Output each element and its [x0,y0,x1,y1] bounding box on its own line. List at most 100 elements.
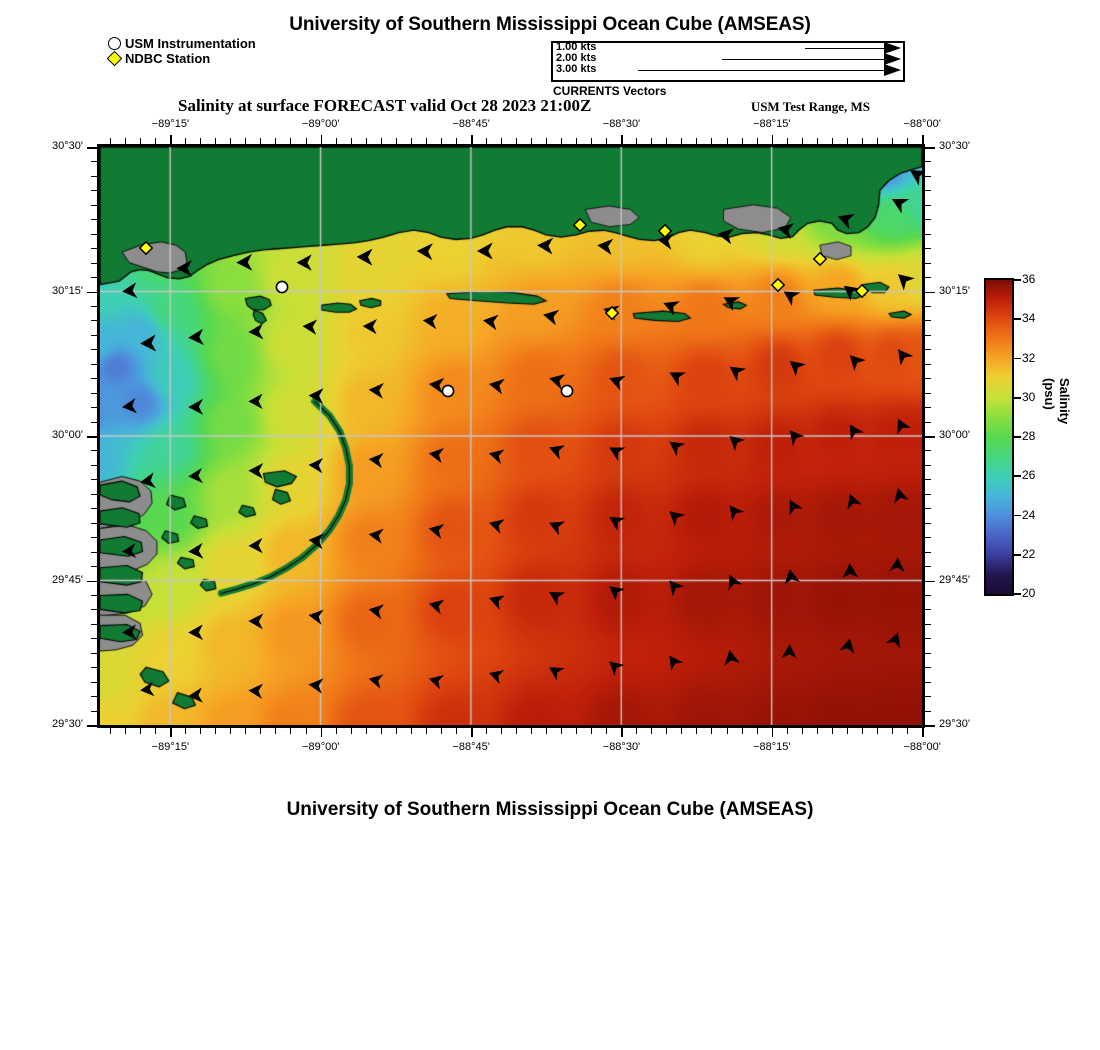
lat-minor-tick [925,305,931,307]
current-vector-arrow [839,638,855,654]
subtitle-row: Salinity at surface FORECAST valid Oct 2… [100,96,870,116]
legend-item-usm: USM Instrumentation [108,36,256,51]
ndbc-station-marker[interactable] [812,251,828,267]
current-vector-arrow [669,441,686,457]
current-vector-arrow [488,449,505,465]
current-vector-arrow [248,323,264,340]
current-vector-arrow [176,259,193,277]
current-vector-arrow [543,309,560,326]
current-vector-arrow [847,493,862,510]
lat-minor-tick [925,652,931,654]
current-vector-arrow [488,519,505,534]
lon-minor-tick [786,728,788,734]
lon-major-tick [320,728,323,737]
legend-label-ndbc: NDBC Station [125,51,211,66]
lon-minor-tick [290,728,292,734]
colorbar-tick [1012,475,1021,478]
usm-instrumentation-marker[interactable] [441,384,455,398]
lat-minor-tick [925,175,931,177]
lon-minor-tick [455,728,457,734]
current-vector-arrow [356,248,373,266]
usm-instrumentation-marker[interactable] [560,384,574,398]
lon-minor-tick [861,728,863,734]
lat-minor-tick [925,464,931,466]
lon-tick-label: −88°30' [602,741,641,753]
current-vector-arrow [789,360,807,377]
lon-major-tick [470,135,473,144]
lat-tick-label: 29°30' [52,718,83,730]
current-vector-arrow [777,223,795,240]
vector-legend-row: 2.00 kts [553,53,903,65]
current-vector-arrow [122,282,138,299]
current-vector-arrow [663,301,680,316]
current-vector-arrow [248,683,264,699]
lon-minor-tick [816,728,818,734]
lon-major-tick [922,135,924,144]
lat-tick-label: 30°00' [939,429,970,441]
salinity-map[interactable] [97,144,925,728]
lat-major-tick [87,436,97,438]
lon-minor-tick [801,728,803,734]
current-vector-arrow [188,398,204,415]
vector-shaft [805,48,885,49]
subtitle-right: USM Test Range, MS [750,99,870,114]
colorbar-tick-label: 30 [1022,389,1036,404]
ndbc-station-marker[interactable] [604,305,620,321]
lat-minor-tick [925,421,931,423]
lat-tick-label: 29°45' [939,573,970,586]
lon-tick-label: −89°00' [302,741,340,753]
lon-minor-tick [410,728,412,734]
lon-tick-label: −89°00' [302,118,340,130]
current-vector-arrow [728,574,743,591]
lon-minor-tick [666,728,668,734]
lat-minor-tick [925,262,931,264]
lat-tick-label: 30°15' [939,284,970,297]
usm-instrumentation-marker[interactable] [275,280,289,294]
current-vector-arrow [549,445,566,460]
lon-minor-tick [485,728,487,734]
lat-major-tick [87,147,97,149]
current-vector-arrow [122,543,137,558]
current-vector-arrow [897,349,914,366]
current-vector-arrow [723,297,741,312]
current-vector-arrow [428,523,445,539]
lat-minor-tick [925,696,931,698]
lat-major-tick [925,725,935,727]
current-vector-arrow [368,528,384,544]
colorbar-gradient [984,278,1014,596]
lon-minor-tick [711,728,713,734]
ndbc-station-marker[interactable] [572,217,588,233]
current-vector-arrow [302,319,318,335]
ndbc-station-marker[interactable] [854,283,870,299]
lon-minor-tick [741,728,743,734]
lon-minor-tick [365,728,367,734]
lon-major-tick [170,728,172,737]
ndbc-station-marker[interactable] [657,223,673,239]
lat-minor-tick [925,580,931,582]
lon-minor-tick [500,728,502,734]
lon-tick-label: −88°45' [452,741,490,753]
lat-major-tick [925,291,935,294]
current-vector-arrow [889,557,905,573]
colorbar-tick [1012,318,1021,321]
current-vector-arrow [188,687,203,703]
current-vector-arrow [140,334,157,352]
lon-tick-label: −88°15' [753,118,791,130]
lat-tick-label: 30°30' [52,140,83,152]
page-title: University of Southern Mississippi Ocean… [289,14,811,35]
ndbc-station-marker[interactable] [770,277,786,293]
ndbc-station-marker[interactable] [138,240,154,256]
marker-legend: USM Instrumentation NDBC Station [106,36,256,67]
current-vector-arrow [482,314,499,331]
lon-minor-tick [305,728,307,734]
lon-minor-tick [591,728,593,734]
current-vector-arrow [188,328,204,346]
lon-minor-tick [906,728,908,734]
lat-major-tick [87,291,97,294]
lat-minor-tick [925,392,931,394]
current-vector-arrow [122,624,137,640]
current-vector-arrow [837,213,855,230]
arrow-head-icon [884,53,901,65]
lon-minor-tick [425,728,427,734]
colorbar-axis-title: Salinity (psu) [1042,378,1072,425]
